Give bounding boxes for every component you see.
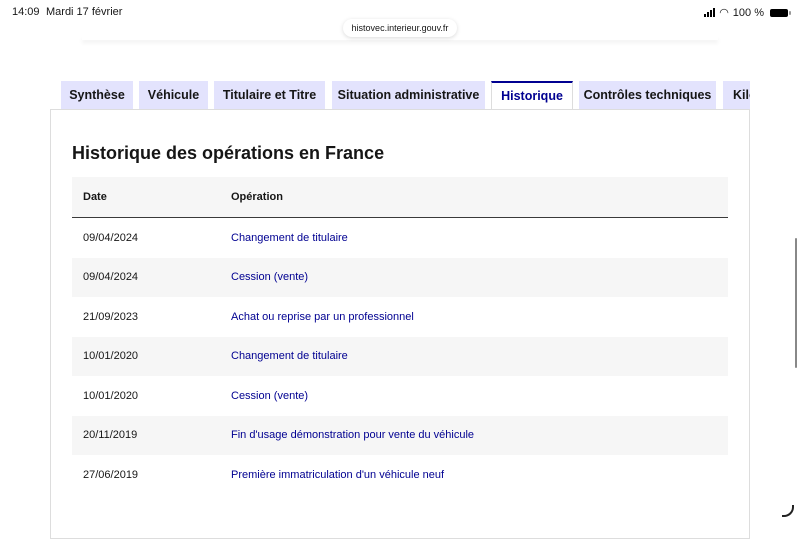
header-operation: Opération — [231, 191, 283, 203]
scrollbar[interactable] — [795, 238, 797, 368]
site-header-edge — [82, 36, 718, 40]
table-row: 10/01/2020 Changement de titulaire — [72, 336, 728, 376]
loading-spinner-icon — [782, 505, 794, 517]
cell-date: 10/01/2020 — [83, 389, 139, 402]
table-row: 27/06/2019 Première immatriculation d'un … — [72, 455, 728, 495]
tab-synthese[interactable]: Synthèse — [61, 81, 133, 109]
page-title: Historique des opérations en France — [72, 143, 385, 163]
tab-vehicule[interactable]: Véhicule — [139, 81, 208, 109]
status-time: 14:09 — [12, 6, 40, 18]
table-row: 20/11/2019 Fin d'usage démonstration pour… — [72, 415, 728, 455]
cell-date: 09/04/2024 — [83, 271, 139, 284]
cellular-signal-icon — [704, 8, 716, 17]
tab-list: Synthèse Véhicule Titulaire et Titre Sit… — [61, 81, 750, 109]
cell-date: 20/11/2019 — [83, 429, 138, 442]
tab-historique[interactable]: Historique — [491, 81, 573, 109]
url-bar[interactable]: histovec.interieur.gouv.fr — [343, 19, 457, 37]
cell-operation[interactable]: Cession (vente) — [231, 389, 309, 402]
cell-operation[interactable]: Achat ou reprise par un professionnel — [231, 310, 414, 323]
wifi-icon: ◠ — [719, 7, 729, 19]
header-date: Date — [83, 191, 107, 203]
status-bar: 14:09 Mardi 17 février ◠ 100 % — [0, 0, 800, 24]
cell-operation[interactable]: Première immatriculation d'un véhicule n… — [231, 468, 445, 481]
tab-controles[interactable]: Contrôles techniques — [579, 81, 716, 109]
cell-operation[interactable]: Fin d'usage démonstration pour vente du … — [231, 429, 475, 442]
cell-date: 27/06/2019 — [83, 468, 139, 481]
table-row: 09/04/2024 Changement de titulaire — [72, 218, 728, 258]
tab-titulaire[interactable]: Titulaire et Titre — [214, 81, 325, 109]
table-row: 21/09/2023 Achat ou reprise par un profes… — [72, 297, 728, 337]
cell-operation[interactable]: Cession (vente) — [231, 271, 309, 284]
tab-kilometrage[interactable]: Kilo — [723, 81, 750, 109]
cell-operation[interactable]: Changement de titulaire — [231, 231, 348, 244]
battery-percent: 100 % — [732, 6, 764, 19]
system-indicators: ◠ 100 % — [704, 6, 791, 19]
table-row: 09/04/2024 Cession (vente) — [72, 257, 728, 297]
tab-situation[interactable]: Situation administrative — [332, 81, 485, 109]
cell-date: 10/01/2020 — [83, 350, 139, 363]
status-date: Mardi 17 février — [46, 6, 123, 18]
table-header: Date Opération — [72, 177, 728, 218]
operations-table: Date Opération 09/04/2024 Changement de t… — [72, 177, 728, 495]
cell-operation[interactable]: Changement de titulaire — [231, 350, 348, 363]
cell-date: 21/09/2023 — [83, 310, 139, 323]
table-row: 10/01/2020 Cession (vente) — [72, 376, 728, 416]
cell-date: 09/04/2024 — [83, 231, 139, 244]
battery-icon — [770, 8, 791, 17]
